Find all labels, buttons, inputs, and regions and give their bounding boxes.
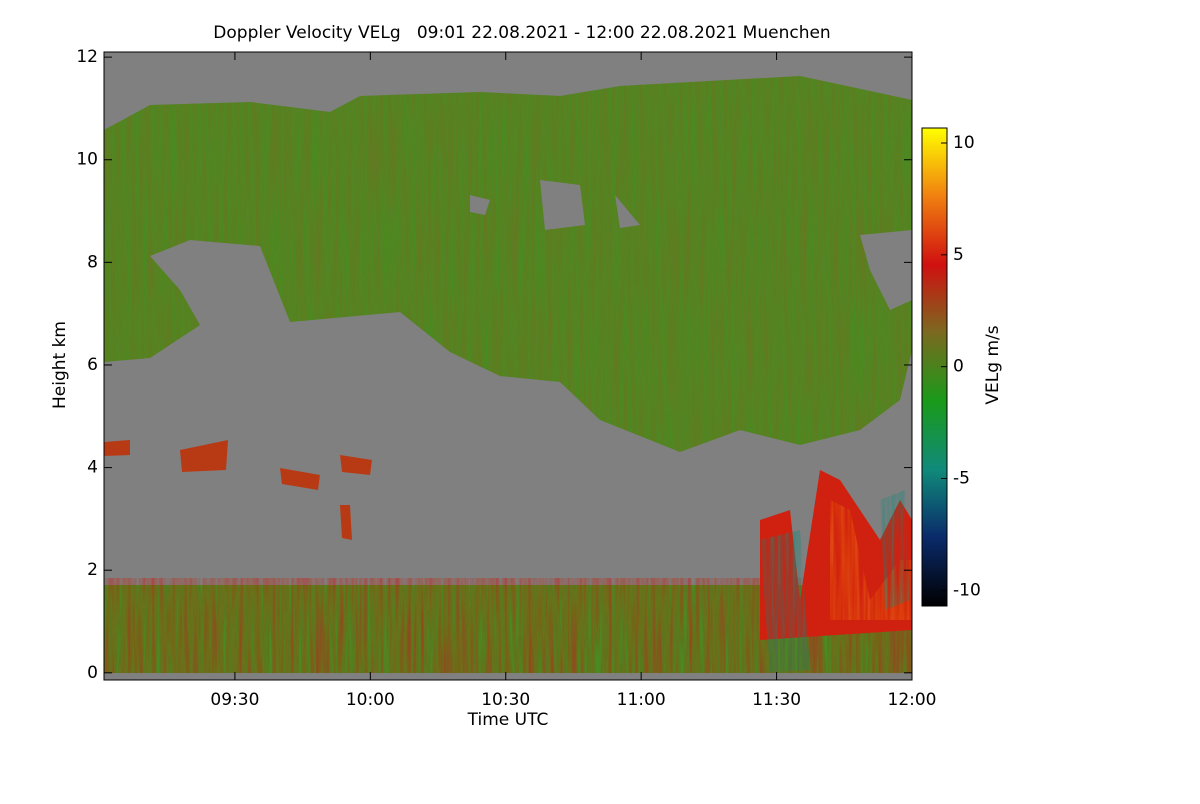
x-tick-label: 11:30 [752,690,801,710]
x-tick-label: 10:30 [481,690,530,710]
chart-title: Doppler Velocity VELg 09:01 22.08.2021 -… [213,23,830,43]
y-axis-label: Height km [50,321,70,409]
colorbar-tick-label: 0 [953,357,964,377]
y-tick-label: 2 [87,560,98,580]
x-tick-label: 09:30 [210,690,259,710]
colorbar-tick-label: 5 [953,245,964,265]
y-tick-label: 10 [76,150,98,170]
y-tick-label: 6 [87,355,98,375]
convection-downdraft [760,490,910,672]
velocity-field [104,52,912,680]
colorbar-label: VELg m/s [983,325,1003,404]
midlevel-echo [104,440,372,540]
colorbar-tick-label: -5 [953,469,970,489]
upper-cloud-texture [104,76,912,452]
y-tick-label: 4 [87,458,98,478]
x-tick-label: 11:00 [617,690,666,710]
plot-frame [103,51,913,681]
x-tick-label: 10:00 [346,690,395,710]
y-tick-label: 8 [87,252,98,272]
cloud-gap [470,180,912,310]
colorbar-tick-label: -10 [953,580,981,600]
y-tick-label: 0 [87,663,98,683]
y-tick-label: 12 [76,47,98,67]
x-axis-label: Time UTC [467,710,549,730]
colorbar-tick-label: 10 [953,133,975,153]
x-tick-label: 12:00 [888,690,937,710]
